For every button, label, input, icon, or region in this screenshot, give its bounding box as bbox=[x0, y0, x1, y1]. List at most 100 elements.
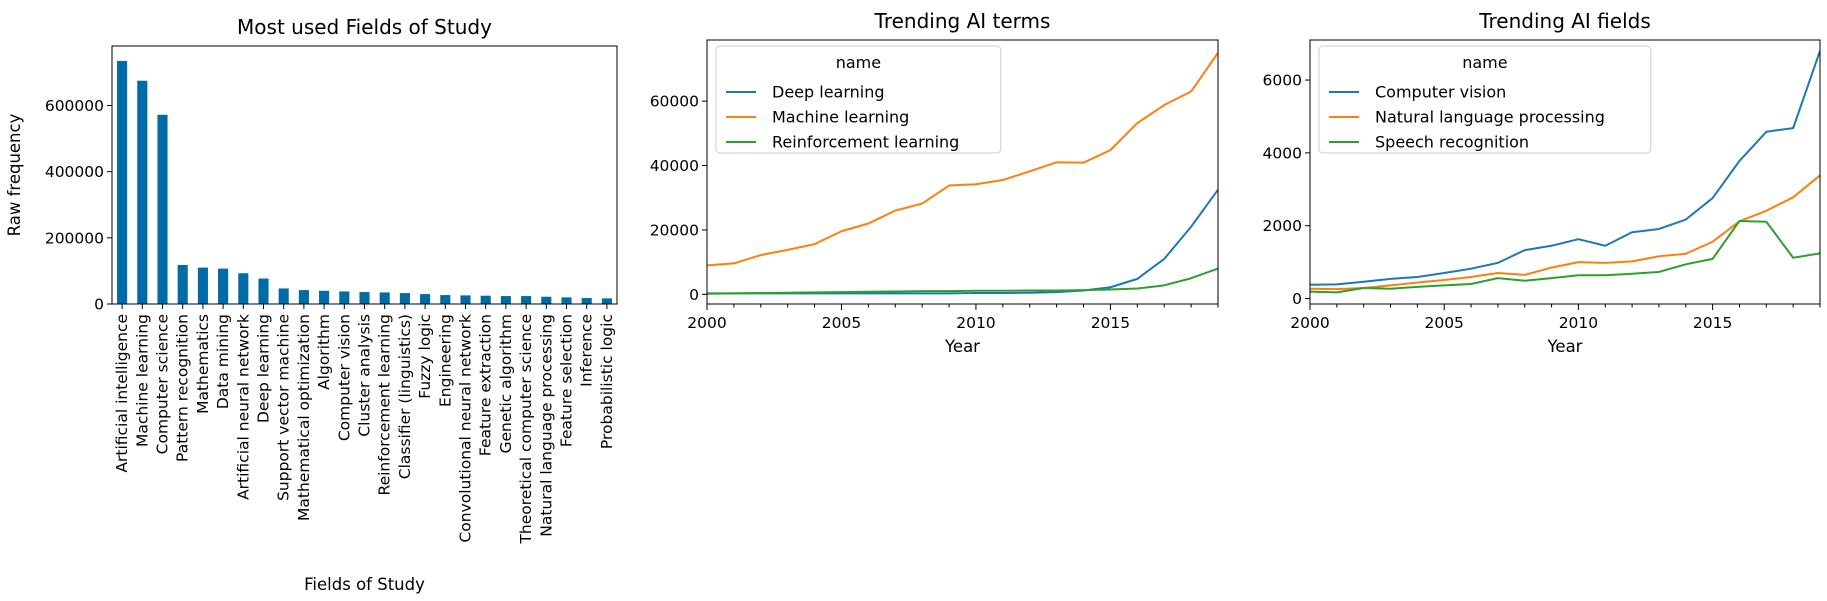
bar bbox=[601, 298, 612, 304]
x-tick-label: Artificial intelligence bbox=[113, 314, 131, 473]
x-tick-label: Computer science bbox=[154, 314, 172, 454]
axes-frame bbox=[1309, 39, 1821, 305]
y-tick-label: 0 bbox=[689, 286, 699, 304]
bar bbox=[541, 296, 552, 304]
x-tick-label: 2005 bbox=[1424, 314, 1463, 332]
y-tick-label: 4000 bbox=[1263, 144, 1302, 162]
bar bbox=[137, 80, 148, 304]
line-chart: 2000 2005 2010 2015 0 2000 4000 6000 Year name Com… bbox=[1263, 39, 1821, 356]
x-tick-label: Machine learning bbox=[133, 314, 151, 447]
y-axis-label: Raw frequency bbox=[5, 113, 24, 236]
x-tick-label: 2000 bbox=[687, 314, 726, 332]
x-tick-label: 2000 bbox=[1290, 314, 1329, 332]
chart-title: Most used Fields of Study bbox=[237, 15, 492, 39]
bar bbox=[379, 292, 390, 304]
x-tick-label: Inference bbox=[578, 314, 596, 387]
bar bbox=[440, 295, 451, 304]
legend-entry: Speech recognition bbox=[1375, 133, 1529, 152]
legend: name Computer vision Natural language proc… bbox=[1318, 45, 1652, 154]
x-tick-label: Feature selection bbox=[558, 314, 576, 447]
x-axis-label: Year bbox=[944, 337, 980, 356]
y-tick-label: 0 bbox=[1292, 290, 1302, 308]
x-tick-label: 2005 bbox=[822, 314, 861, 332]
x-tick-label: Mathematical optimization bbox=[295, 314, 313, 521]
bar bbox=[197, 267, 208, 304]
axes-frame bbox=[706, 39, 1219, 305]
bar bbox=[521, 296, 532, 304]
x-tick-label: Classifier (linguistics) bbox=[396, 314, 414, 479]
x-tick-label: Algorithm bbox=[315, 314, 333, 390]
x-tick-label: Artificial neural network bbox=[234, 314, 252, 500]
bar bbox=[460, 295, 471, 304]
series-line bbox=[707, 267, 1218, 295]
bar bbox=[561, 297, 572, 304]
x-tick-label: Data mining bbox=[214, 314, 232, 409]
bar bbox=[339, 291, 350, 304]
y-tick-label: 6000 bbox=[1263, 72, 1302, 90]
bar bbox=[500, 296, 511, 304]
y-tick-label: 20000 bbox=[650, 221, 699, 239]
x-tick-label: Probabilistic logic bbox=[598, 314, 616, 449]
legend-title: name bbox=[1462, 53, 1507, 72]
y-tick-label: 200000 bbox=[45, 229, 104, 247]
legend-entry: Natural language processing bbox=[1375, 108, 1605, 127]
x-tick-label: Reinforcement learning bbox=[376, 314, 394, 495]
x-tick-label: 2010 bbox=[956, 314, 995, 332]
x-tick-label: Engineering bbox=[436, 314, 454, 407]
legend-box bbox=[1318, 45, 1652, 154]
bar bbox=[420, 294, 431, 304]
x-tick-label: 2015 bbox=[1091, 314, 1130, 332]
y-tick-label: 600000 bbox=[45, 97, 104, 115]
bar bbox=[218, 268, 229, 304]
x-tick-label: Genetic algorithm bbox=[497, 314, 515, 454]
bar bbox=[238, 273, 249, 304]
y-tick-label: 40000 bbox=[650, 157, 699, 175]
x-axis-label: Year bbox=[1547, 337, 1583, 356]
x-tick-label: Theoretical computer science bbox=[517, 314, 535, 545]
bar bbox=[278, 288, 289, 304]
bar bbox=[319, 290, 330, 304]
x-tick-label: Cluster analysis bbox=[356, 314, 374, 437]
bar bbox=[177, 264, 188, 304]
bar bbox=[359, 292, 370, 304]
x-tick-label: Convolutional neural network bbox=[457, 314, 475, 543]
legend-title: name bbox=[836, 53, 881, 72]
legend-entry: Reinforcement learning bbox=[772, 133, 959, 152]
y-tick-label: 2000 bbox=[1263, 217, 1302, 235]
bar bbox=[258, 278, 269, 304]
y-tick-label: 0 bbox=[94, 296, 104, 314]
x-tick-label: Feature extraction bbox=[477, 314, 495, 456]
bar bbox=[117, 60, 128, 305]
bar bbox=[157, 114, 168, 304]
x-tick-label: Computer vision bbox=[335, 314, 353, 441]
bar bbox=[399, 293, 410, 304]
x-tick-label: Support vector machine bbox=[275, 314, 293, 501]
x-tick-label: Fuzzy logic bbox=[416, 314, 434, 399]
series-line bbox=[707, 189, 1218, 295]
series-line bbox=[1310, 219, 1820, 294]
bar-chart: Artificial intelligence Machine learning C… bbox=[5, 45, 618, 594]
legend-entry: Computer vision bbox=[1375, 83, 1506, 102]
bar bbox=[480, 295, 491, 304]
x-tick-label: Natural language processing bbox=[537, 314, 555, 537]
legend-entry: Machine learning bbox=[772, 108, 909, 127]
x-tick-label: Pattern recognition bbox=[174, 314, 192, 462]
legend-box bbox=[715, 45, 1002, 154]
chart-title: Trending AI terms bbox=[874, 9, 1051, 33]
x-tick-label: Deep learning bbox=[255, 314, 273, 423]
chart-title: Trending AI fields bbox=[1478, 9, 1651, 33]
axes-frame bbox=[111, 45, 618, 305]
series-line bbox=[707, 52, 1218, 267]
x-axis-label: Fields of Study bbox=[304, 575, 425, 594]
legend: name Deep learning Machine learning Reinfor… bbox=[715, 45, 1002, 154]
line-chart: 2000 2005 2010 2015 0 20000 40000 60000 Year name… bbox=[650, 39, 1219, 356]
chart-2-title-group: Trending AI fields bbox=[1478, 9, 1651, 33]
series-line bbox=[1310, 174, 1820, 291]
series-line bbox=[1310, 50, 1820, 286]
chart-1-title-group: Trending AI terms bbox=[874, 9, 1051, 33]
x-tick-label: Mathematics bbox=[194, 314, 212, 414]
y-tick-label: 400000 bbox=[45, 163, 104, 181]
x-tick-label: 2010 bbox=[1559, 314, 1598, 332]
legend-entry: Deep learning bbox=[772, 83, 885, 102]
